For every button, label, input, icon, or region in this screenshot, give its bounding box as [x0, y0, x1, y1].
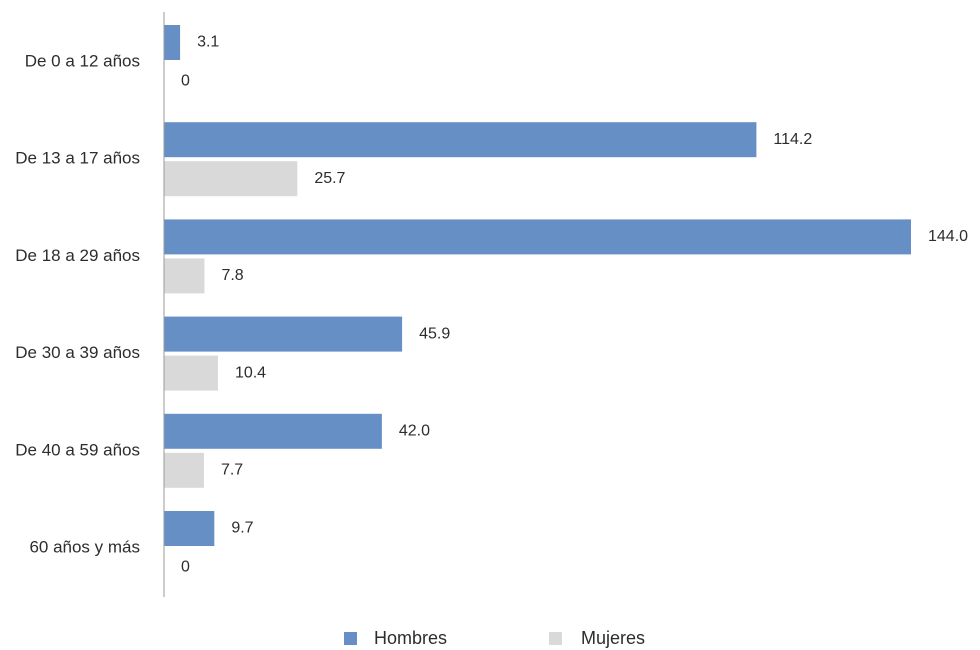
category-label: De 30 a 39 años: [15, 343, 140, 362]
category-label: De 40 a 59 años: [15, 440, 140, 459]
bar-mujeres: [164, 258, 205, 294]
data-label-hombres: 144.0: [928, 228, 968, 245]
category-label: De 13 a 17 años: [15, 149, 140, 168]
bar-mujeres: [164, 452, 204, 488]
bars-layer: [164, 25, 911, 546]
legend-swatch-mujeres: [549, 632, 562, 645]
data-label-mujeres: 0: [181, 559, 190, 576]
data-label-hombres: 42.0: [399, 423, 430, 440]
category-label: De 0 a 12 años: [25, 51, 140, 70]
data-label-mujeres: 0: [181, 73, 190, 90]
bar-hombres: [164, 219, 911, 255]
bar-hombres: [164, 122, 757, 158]
data-label-hombres: 3.1: [197, 34, 219, 51]
data-label-mujeres: 7.7: [221, 462, 243, 479]
legend-label-hombres: Hombres: [374, 628, 447, 648]
category-label: De 18 a 29 años: [15, 246, 140, 265]
data-label-hombres: 114.2: [773, 131, 812, 148]
bar-hombres: [164, 413, 382, 449]
data-label-hombres: 45.9: [419, 325, 450, 342]
bar-mujeres: [164, 161, 298, 197]
bar-hombres: [164, 316, 403, 352]
data-label-mujeres: 7.8: [221, 267, 243, 284]
data-label-mujeres: 10.4: [235, 364, 266, 381]
legend: Hombres Mujeres: [344, 628, 645, 648]
bar-hombres: [164, 25, 181, 60]
labels-layer: De 0 a 12 años 3.1 0 De 13 a 17 años 114.2 25…: [15, 34, 968, 576]
legend-label-mujeres: Mujeres: [581, 628, 645, 648]
bar-mujeres: [164, 355, 218, 391]
legend-swatch-hombres: [344, 632, 357, 645]
bar-hombres: [164, 511, 215, 546]
data-label-mujeres: 25.7: [314, 170, 345, 187]
category-label: 60 años y más: [29, 537, 140, 556]
data-label-hombres: 9.7: [231, 520, 253, 537]
